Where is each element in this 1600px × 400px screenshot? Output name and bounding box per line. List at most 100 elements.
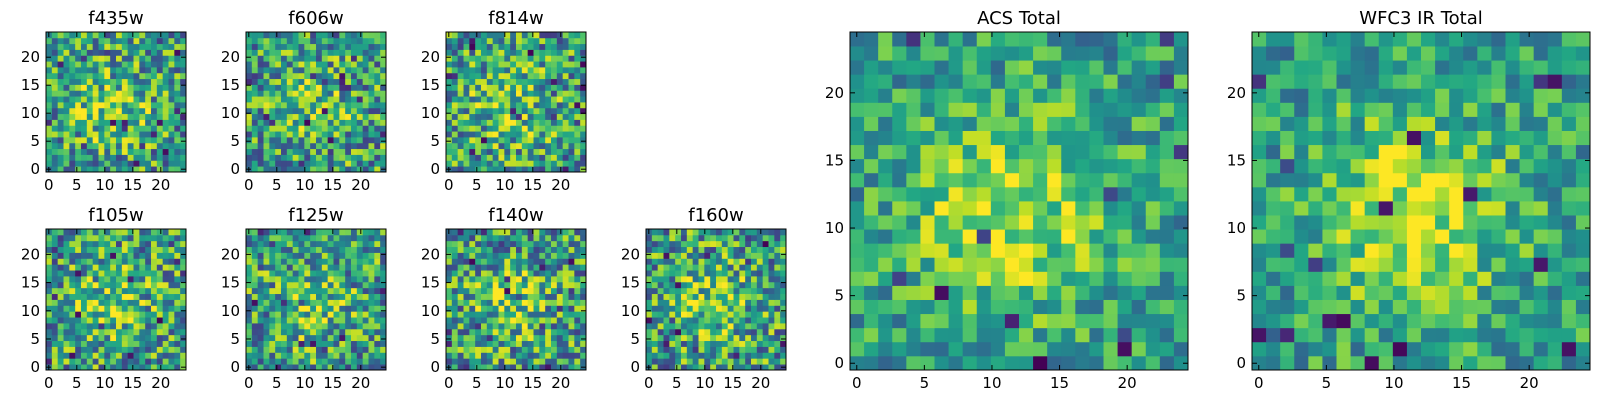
heatmap-cell <box>269 258 276 265</box>
heatmap-cell <box>475 148 482 155</box>
heatmap-cell <box>1061 116 1076 131</box>
heatmap-cell <box>892 144 907 160</box>
heatmap-cell <box>362 90 369 97</box>
heatmap-cell <box>269 299 276 306</box>
heatmap-cell <box>310 234 317 242</box>
heatmap-cell <box>481 78 488 85</box>
heatmap-cell <box>321 119 329 126</box>
heatmap-cell <box>721 311 729 318</box>
heatmap-cell <box>510 305 517 312</box>
heatmap-cell <box>568 119 575 126</box>
heatmap-cell <box>374 287 381 295</box>
panel-title: f125w <box>288 205 343 226</box>
heatmap-cell <box>286 305 294 312</box>
heatmap-cell <box>545 258 552 265</box>
heatmap-cell <box>281 258 288 265</box>
heatmap-cell <box>580 264 587 271</box>
heatmap-cell <box>356 84 364 91</box>
heatmap-cell <box>498 61 505 68</box>
heatmap-cell <box>698 364 705 371</box>
heatmap-cell <box>133 229 140 236</box>
heatmap-cell <box>516 119 523 126</box>
heatmap-cell <box>139 305 146 312</box>
heatmap-cell <box>976 341 992 357</box>
heatmap-cell <box>310 252 317 259</box>
heatmap-cell <box>310 364 317 371</box>
heatmap-cell <box>1103 60 1118 75</box>
heatmap-cell <box>151 264 158 271</box>
heatmap-cell <box>457 137 464 144</box>
heatmap-cell <box>257 160 264 167</box>
heatmap-cell <box>780 240 787 248</box>
heatmap-cell <box>498 142 505 150</box>
heatmap-cell <box>646 334 653 342</box>
heatmap-cell <box>133 328 140 336</box>
heatmap-cell <box>269 61 276 68</box>
heatmap-cell <box>651 246 659 253</box>
heatmap-cell <box>251 78 259 85</box>
heatmap-cell <box>180 107 187 115</box>
heatmap-cell <box>463 49 470 56</box>
heatmap-cell <box>533 293 540 300</box>
heatmap-cell <box>962 158 978 174</box>
heatmap-cell <box>446 346 453 353</box>
heatmap-cell <box>878 158 893 174</box>
heatmap-cell <box>116 96 123 103</box>
heatmap-cell <box>75 305 82 312</box>
heatmap-cell <box>321 55 329 62</box>
heatmap-cell <box>339 305 346 312</box>
heatmap-cell <box>574 43 581 50</box>
heatmap-cell <box>310 102 317 109</box>
heatmap-cell <box>75 287 82 295</box>
heatmap-cell <box>562 148 569 155</box>
heatmap-cell <box>168 276 175 283</box>
heatmap-cell <box>580 49 587 56</box>
heatmap-cell <box>174 72 181 80</box>
heatmap-cell <box>168 32 175 39</box>
heatmap-cell <box>116 234 123 242</box>
heatmap-cell <box>168 107 175 115</box>
heatmap-cell <box>333 137 340 144</box>
heatmap-cell <box>263 352 270 359</box>
heatmap-cell <box>698 252 705 259</box>
heatmap-cell <box>1047 32 1062 47</box>
heatmap-cell <box>368 334 375 342</box>
heatmap-cell <box>948 116 964 131</box>
heatmap-cell <box>568 154 575 161</box>
heatmap-cell <box>304 148 311 155</box>
heatmap-cell <box>686 264 694 271</box>
heatmap-cell <box>69 84 76 91</box>
heatmap-cell <box>292 346 299 353</box>
heatmap-cell <box>46 160 53 167</box>
heatmap-cell <box>745 311 752 318</box>
heatmap-cell <box>269 276 276 283</box>
heatmap-cell <box>333 43 340 50</box>
heatmap-cell <box>545 102 552 109</box>
heatmap-cell <box>281 43 288 50</box>
heatmap-cell <box>327 234 334 242</box>
heatmap-cell <box>133 317 140 324</box>
heatmap-cell <box>180 32 187 39</box>
heatmap-cell <box>98 229 105 236</box>
heatmap-cell <box>651 240 659 248</box>
heatmap-cell <box>251 317 259 324</box>
heatmap-cell <box>380 148 387 155</box>
heatmap-cell <box>510 287 517 295</box>
heatmap-cell <box>516 78 523 85</box>
heatmap-cell <box>298 160 305 167</box>
heatmap-cell <box>292 113 299 120</box>
heatmap-cell <box>751 299 758 306</box>
heatmap-cell <box>121 61 129 68</box>
heatmap-cell <box>333 240 340 248</box>
heatmap-cell <box>374 137 381 144</box>
heatmap-cell <box>362 102 369 109</box>
heatmap-cell <box>321 154 329 161</box>
heatmap-cell <box>469 323 476 330</box>
heatmap-cell <box>246 328 253 336</box>
heatmap-cell <box>751 311 758 318</box>
heatmap-cell <box>551 72 558 80</box>
heatmap-cell <box>257 281 264 289</box>
heatmap-cell <box>368 305 375 312</box>
heatmap-cell <box>263 102 270 109</box>
y-tick-label: 20 <box>421 48 440 66</box>
